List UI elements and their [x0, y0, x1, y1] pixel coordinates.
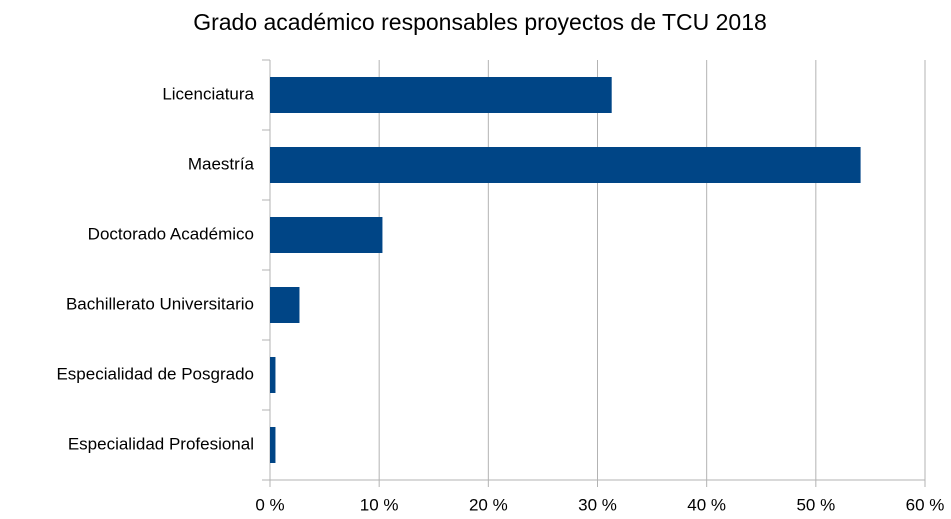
y-tick-label: Bachillerato Universitario — [66, 294, 254, 313]
chart-title: Grado académico responsables proyectos d… — [193, 9, 767, 35]
bar — [270, 217, 383, 253]
y-tick-label: Doctorado Académico — [88, 224, 254, 243]
y-tick-label: Especialidad Profesional — [68, 434, 254, 453]
y-tick-label: Especialidad de Posgrado — [56, 364, 254, 383]
y-tick-label: Licenciatura — [162, 84, 254, 103]
x-tick-label: 20 % — [469, 495, 508, 514]
bar — [270, 77, 612, 113]
bar — [270, 427, 276, 463]
bar — [270, 357, 276, 393]
x-tick-label: 60 % — [906, 495, 945, 514]
x-tick-label: 50 % — [796, 495, 835, 514]
y-tick-label: Maestría — [188, 154, 255, 173]
x-tick-label: 40 % — [687, 495, 726, 514]
x-tick-label: 30 % — [578, 495, 617, 514]
bar — [270, 147, 861, 183]
bar — [270, 287, 300, 323]
x-tick-label: 0 % — [255, 495, 284, 514]
x-tick-label: 10 % — [360, 495, 399, 514]
